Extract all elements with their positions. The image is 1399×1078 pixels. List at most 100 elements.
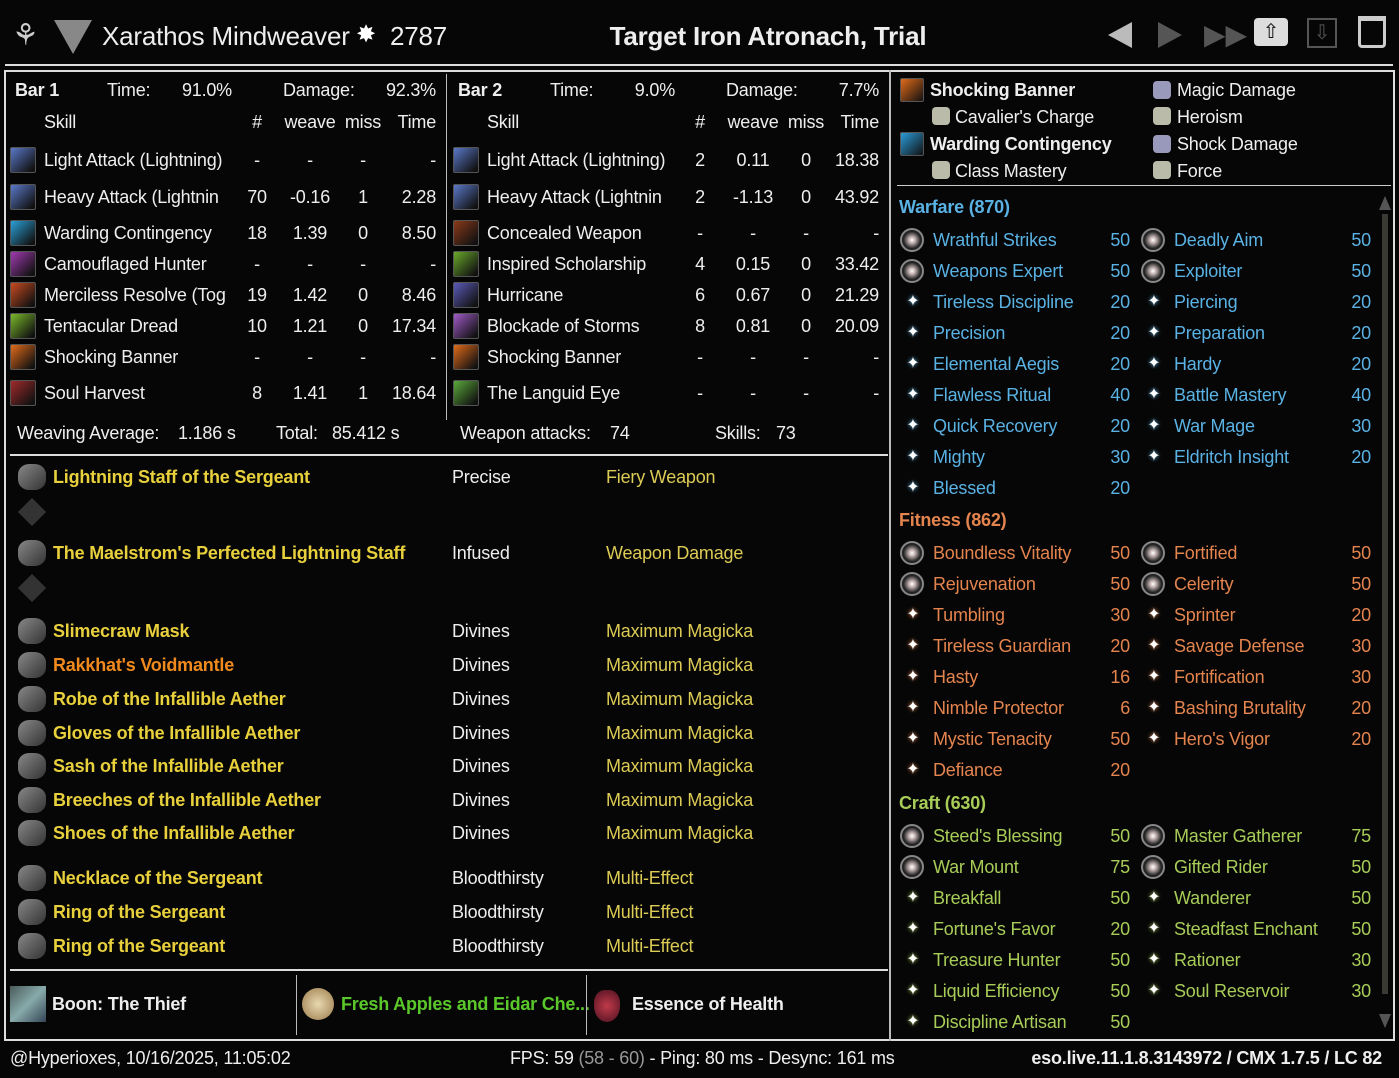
cp-star-name[interactable]: Piercing [1174,292,1238,312]
cp-star-name[interactable]: Savage Defense [1174,636,1305,656]
gear-name[interactable]: Necklace of the Sergeant [53,868,263,888]
cp-star-name[interactable]: Mystic Tenacity [933,729,1052,749]
cp-star-name[interactable]: Flawless Ritual [933,385,1052,405]
gear-name[interactable]: Breeches of the Infallible Aether [53,790,321,810]
cp-star-points: 30 [1110,447,1130,467]
cp-star-name[interactable]: Hero's Vigor [1174,729,1270,749]
cp-star-name[interactable]: Tireless Guardian [933,636,1071,656]
gear-name[interactable]: The Maelstrom's Perfected Lightning Staf… [53,543,406,563]
cp-star-name[interactable]: Wanderer [1174,888,1251,908]
skill-time: - [873,223,879,243]
gear-name[interactable]: Ring of the Sergeant [53,902,226,922]
skill-name: Tentacular Dread [44,316,178,336]
footer-left: Weaving Average: 1.186 s [17,422,236,444]
gear-name[interactable]: Robe of the Infallible Aether [53,689,286,709]
cp-star-name[interactable]: Weapons Expert [933,261,1063,281]
cp-star-icon: ✦ [1147,951,1161,968]
cp-star-name[interactable]: Steadfast Enchant [1174,919,1318,939]
cp-star-name[interactable]: Blessed [933,478,996,498]
cp-star-name[interactable]: Exploiter [1174,261,1243,281]
cp-star-icon: ✦ [906,1013,920,1030]
scroll-thumb[interactable] [1382,214,1388,994]
cp-star-name[interactable]: Battle Mastery [1174,385,1287,405]
skill-miss: 0 [801,254,811,274]
gear-name[interactable]: Rakkhat's Voidmantle [53,655,235,675]
cp-slotted-star-icon [1141,572,1165,596]
delete-button[interactable] [1358,16,1386,48]
cp-star-name[interactable]: Hasty [933,667,979,687]
cp-star-name[interactable]: Preparation [1174,323,1265,343]
cp-star-name[interactable]: Discipline Artisan [933,1012,1067,1032]
cp-star-name[interactable]: Defiance [933,760,1003,780]
scroll-down-icon[interactable] [1379,1014,1391,1028]
skill-name: Heavy Attack (Lightnin [487,187,662,207]
cp-star-points: 50 [1351,543,1371,563]
cp-star-name[interactable]: Precision [933,323,1006,343]
gear-name[interactable]: Ring of the Sergeant [53,936,226,956]
cp-star-name[interactable]: Master Gatherer [1174,826,1303,846]
gear-name[interactable]: Gloves of the Infallible Aether [53,723,301,743]
gear-name[interactable]: Lightning Staff of the Sergeant [53,467,310,487]
cp-star-points: 20 [1110,636,1130,656]
scroll-up-icon[interactable] [1379,196,1391,210]
cp-star-name[interactable]: Rationer [1174,950,1241,970]
cp-star-name[interactable]: Treasure Hunter [933,950,1061,970]
cp-star-name[interactable]: War Mount [933,857,1019,877]
gear-name[interactable]: Sash of the Infallible Aether [53,756,284,776]
ring-icon [18,899,46,925]
cp-star-name[interactable]: Nimble Protector [933,698,1064,718]
cp-star-name[interactable]: Celerity [1174,574,1234,594]
cp-star-name[interactable]: War Mage [1174,416,1255,436]
cp-star-name[interactable]: Tireless Discipline [933,292,1074,312]
cp-star-name[interactable]: Fortification [1174,667,1265,687]
damage-label: Damage: [283,80,355,100]
skill-miss: 0 [801,316,811,336]
cp-star-name[interactable]: Elemental Aegis [933,354,1060,374]
cp-star-name[interactable]: Steed's Blessing [933,826,1063,846]
cp-star-name[interactable]: Wrathful Strikes [933,230,1057,250]
cp-star-name[interactable]: Breakfall [933,888,1002,908]
cp-star-name[interactable]: Fortified [1174,543,1238,563]
footer-left-value: 74 [610,423,630,443]
cp-star-name[interactable]: Eldritch Insight [1174,447,1289,467]
gear-trait: Bloodthirsty [452,902,544,922]
cp-star-points: 30 [1351,667,1371,687]
time-label: Time: [550,80,594,100]
skill-icon [453,220,479,246]
skill-miss: - [360,150,366,170]
cp-star-name[interactable]: Boundless Vitality [933,543,1072,563]
cp-star-name[interactable]: Tumbling [933,605,1005,625]
cp-star-icon: ✦ [1147,355,1161,372]
skill-icon [10,380,36,406]
gear-name[interactable]: Shoes of the Infallible Aether [53,823,295,843]
save-button[interactable]: ⇩ [1307,18,1337,48]
skill-weave: 1.41 [292,383,328,403]
footer-right: Total: 85.412 s [276,422,400,444]
cp-star-name[interactable]: Hardy [1174,354,1222,374]
staff-icon [18,540,46,566]
food-buff: Fresh Apples and Eidar Che... [341,994,590,1014]
cp-star-points: 20 [1110,292,1130,312]
skill-weave: 1.21 [292,316,328,336]
cp-star-name[interactable]: Quick Recovery [933,416,1058,436]
previous-button[interactable] [1108,22,1132,48]
cp-star-name[interactable]: Liquid Efficiency [933,981,1060,1001]
cp-star-name[interactable]: Soul Reservoir [1174,981,1290,1001]
skill-icon [453,380,479,406]
cp-star-icon: ✦ [906,920,920,937]
cp-star-name[interactable]: Mighty [933,447,985,467]
last-button[interactable]: ▶▶ [1204,19,1248,50]
cp-star-name[interactable]: Bashing Brutality [1174,698,1306,718]
gear-name[interactable]: Slimecraw Mask [53,621,190,641]
cp-star-name[interactable]: Rejuvenation [933,574,1036,594]
upload-button[interactable]: ⇧ [1254,18,1288,46]
cp-star-name[interactable]: Fortune's Favor [933,919,1056,939]
cp-star-name[interactable]: Gifted Rider [1174,857,1268,877]
scrollbar[interactable] [1379,196,1391,1034]
mundus-stone: Boon: The Thief [52,994,186,1014]
cp-star-name[interactable]: Sprinter [1174,605,1236,625]
alliance-icon [54,20,92,54]
boots-icon [18,820,46,846]
next-button[interactable] [1158,22,1182,48]
cp-star-name[interactable]: Deadly Aim [1174,230,1264,250]
